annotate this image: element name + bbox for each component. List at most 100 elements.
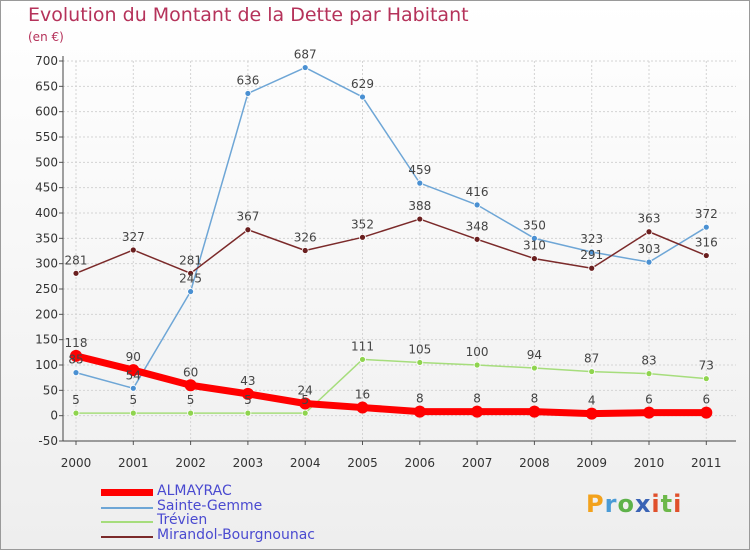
y-tick-label: 350 (35, 231, 58, 245)
series-line (75, 218, 708, 275)
data-label: 90 (126, 350, 141, 364)
data-point (416, 179, 424, 187)
data-label: 326 (294, 230, 317, 244)
data-point (129, 246, 137, 254)
data-label: 4 (588, 394, 596, 408)
data-label: 363 (638, 212, 661, 226)
y-tick-label: 0 (50, 409, 58, 423)
data-point (359, 356, 366, 363)
x-tick-label: 2005 (347, 456, 378, 470)
legend-swatch (101, 521, 153, 523)
data-point (585, 407, 598, 420)
data-label: 8 (416, 392, 424, 406)
y-tick-label: -50 (38, 434, 58, 448)
data-point (187, 288, 195, 295)
data-point (127, 364, 140, 377)
data-point (700, 406, 713, 419)
data-label: 316 (695, 236, 718, 250)
data-label: 5 (187, 393, 195, 407)
x-tick-label: 2000 (61, 456, 92, 470)
data-label: 105 (408, 342, 431, 356)
y-tick-label: 300 (35, 257, 58, 271)
data-label: 367 (236, 210, 259, 224)
data-point (588, 368, 596, 375)
data-label: 303 (638, 242, 661, 256)
data-point (531, 364, 538, 372)
y-tick-label: 450 (35, 181, 58, 195)
data-point (473, 201, 481, 209)
data-point (359, 93, 366, 101)
data-point (299, 397, 312, 410)
unit-label: (en €) (28, 30, 64, 44)
y-tick-label: 500 (35, 155, 58, 169)
legend-label: Mirandol-Bourgnounac (157, 526, 315, 543)
data-point (244, 90, 252, 97)
series-line (75, 66, 708, 390)
data-label: 85 (68, 353, 83, 367)
data-label: 687 (294, 48, 317, 62)
series-line (72, 352, 710, 418)
data-label: 5 (301, 393, 309, 407)
data-label: 54 (126, 368, 141, 382)
data-label: 111 (351, 339, 374, 353)
data-point (645, 228, 653, 236)
data-label: 5 (244, 393, 252, 407)
data-label: 5 (129, 393, 137, 407)
data-point (301, 64, 309, 71)
x-tick-label: 2004 (290, 456, 321, 470)
data-point (301, 409, 309, 417)
data-point (187, 409, 195, 417)
data-label: 6 (645, 393, 653, 407)
y-tick-label: 650 (35, 79, 58, 93)
data-label: 43 (240, 374, 255, 388)
x-tick-label: 2002 (175, 456, 206, 470)
data-point (473, 361, 481, 369)
legend-swatch (101, 506, 153, 509)
data-label: 245 (179, 272, 202, 286)
x-tick-label: 2001 (118, 456, 149, 470)
data-label: 291 (580, 248, 603, 262)
y-tick-label: 150 (35, 333, 58, 347)
data-label: 83 (641, 354, 656, 368)
data-point (416, 359, 424, 366)
data-point (473, 235, 481, 243)
x-tick-label: 2006 (405, 456, 436, 470)
data-point (702, 375, 710, 383)
data-label: 323 (580, 232, 603, 246)
data-label: 327 (122, 230, 145, 244)
data-label: 281 (65, 253, 88, 267)
data-point (588, 248, 596, 256)
x-tick-label: 2003 (233, 456, 264, 470)
y-tick-label: 50 (43, 383, 58, 397)
legend-swatch (101, 489, 153, 496)
y-tick-label: 200 (35, 307, 58, 321)
data-point (72, 269, 80, 277)
data-point (72, 409, 80, 417)
legend-label: Trévien (157, 512, 208, 528)
data-label: 94 (527, 348, 542, 362)
x-tick-label: 2009 (576, 456, 607, 470)
data-point (187, 269, 195, 277)
data-point (702, 223, 710, 231)
data-point (70, 349, 82, 362)
data-label: 87 (584, 352, 599, 366)
data-label: 8 (473, 392, 481, 406)
x-tick-label: 2007 (462, 456, 493, 470)
data-label: 60 (183, 365, 198, 379)
data-label: 100 (466, 345, 489, 359)
y-tick-label: 600 (35, 105, 58, 119)
legend-swatch (101, 535, 153, 538)
data-label: 118 (65, 336, 88, 350)
data-label: 348 (466, 219, 489, 233)
data-label: 636 (236, 73, 259, 87)
legend-label: ALMAYRAC (157, 483, 232, 499)
data-label: 629 (351, 77, 374, 91)
data-label: 350 (523, 218, 546, 232)
data-point (244, 409, 252, 417)
data-point (645, 258, 653, 266)
data-point (643, 406, 655, 419)
data-point (702, 252, 710, 259)
data-label: 459 (408, 163, 431, 177)
